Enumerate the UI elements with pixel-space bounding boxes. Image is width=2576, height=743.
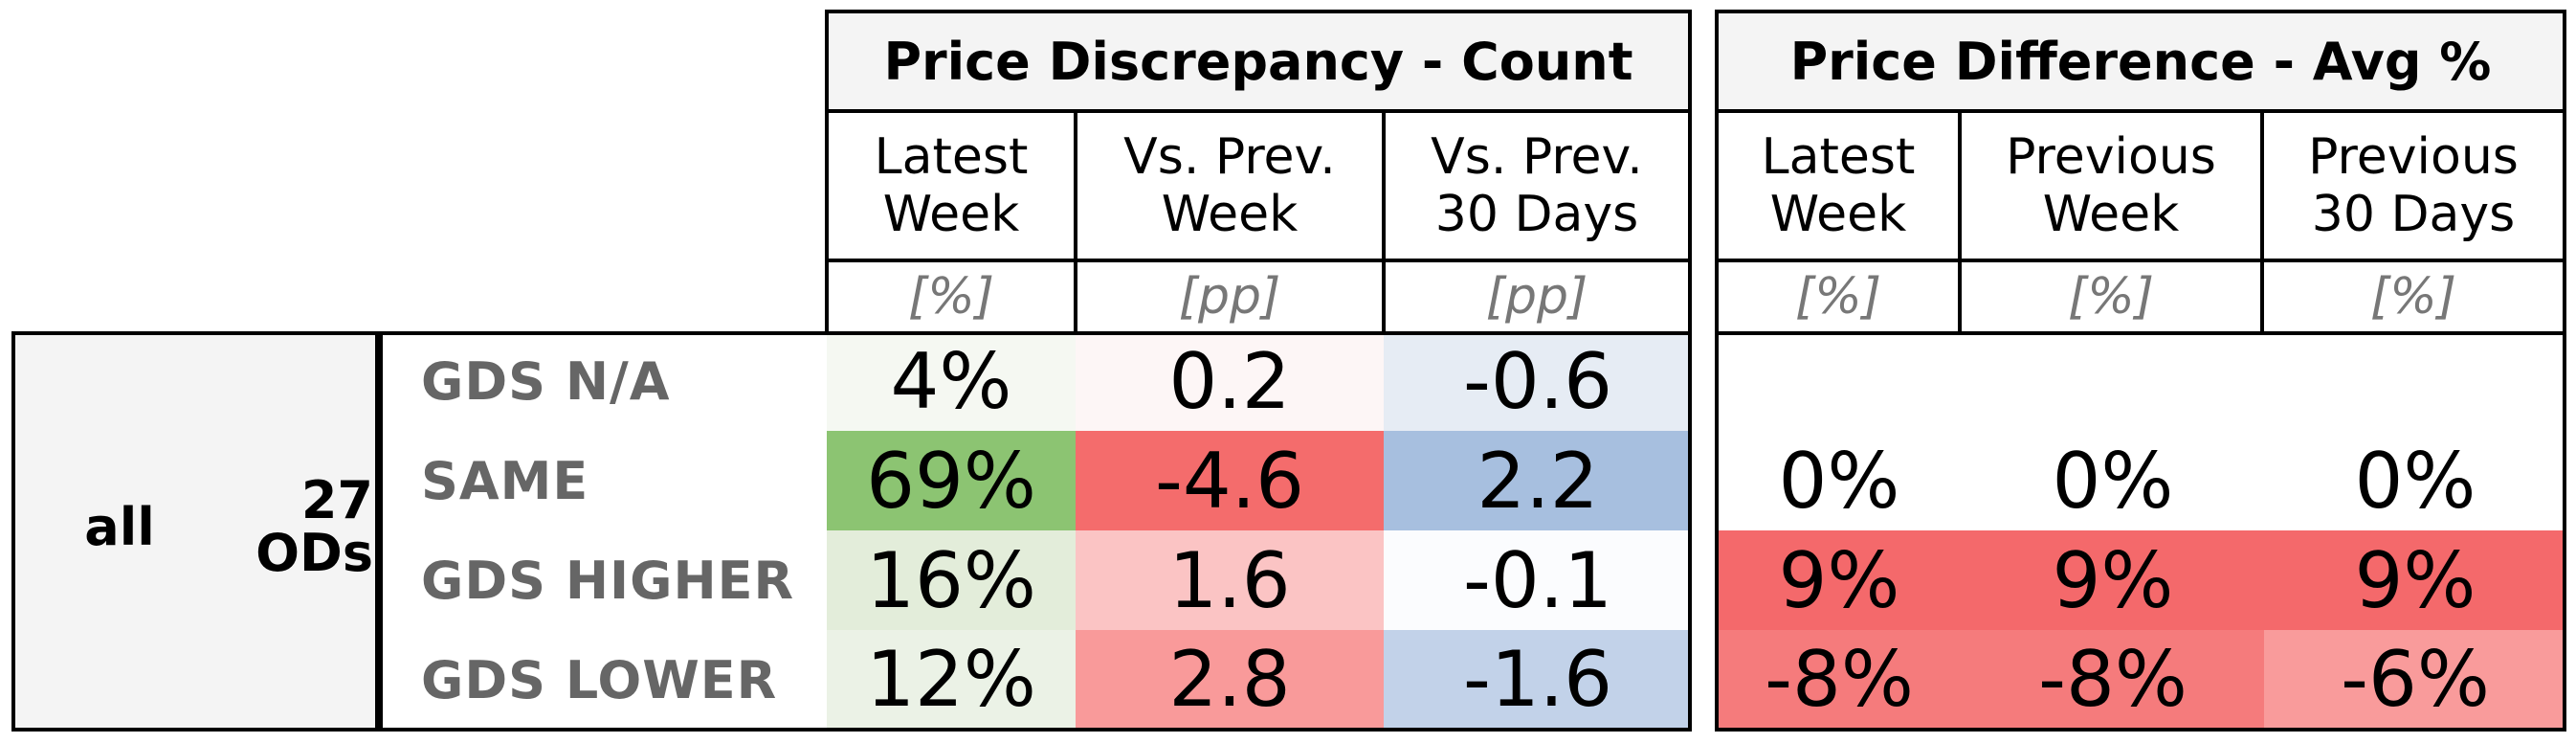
- row-label: SAME: [421, 450, 589, 511]
- count-cell: -1.6: [1384, 630, 1692, 728]
- avg-cell: [1962, 331, 2264, 431]
- column-unit: [%]: [1715, 259, 1962, 335]
- column-unit: [pp]: [1074, 259, 1386, 335]
- avg-cell: 0%: [1717, 431, 1962, 530]
- section-title-count: Price Discrepancy - Count: [825, 10, 1692, 113]
- group-panel: [11, 331, 379, 732]
- column-unit: [%]: [825, 259, 1077, 335]
- count-cell: 16%: [827, 530, 1076, 630]
- column-unit: [%]: [2260, 259, 2566, 335]
- group-count: 27 ODs: [255, 470, 373, 583]
- count-cell: 0.2: [1076, 331, 1384, 431]
- avg-cell: 9%: [1717, 530, 1962, 630]
- avg-cell: 9%: [2264, 530, 2566, 630]
- count-cell: 12%: [827, 630, 1076, 728]
- count-cell: 2.8: [1076, 630, 1384, 728]
- count-cell: 4%: [827, 331, 1076, 431]
- avg-cell: 0%: [1962, 431, 2264, 530]
- group-label: all: [84, 496, 155, 557]
- column-unit: [pp]: [1382, 259, 1692, 335]
- avg-cell: 9%: [1962, 530, 2264, 630]
- avg-cell: -6%: [2264, 630, 2566, 728]
- avg-cell: 0%: [2264, 431, 2566, 530]
- count-cell: -4.6: [1076, 431, 1384, 530]
- column-header: Vs. Prev. Week: [1074, 109, 1386, 262]
- count-cell: 1.6: [1076, 530, 1384, 630]
- column-header: Vs. Prev. 30 Days: [1382, 109, 1692, 262]
- count-cell: -0.1: [1384, 530, 1692, 630]
- row-label: GDS HIGHER: [421, 550, 795, 611]
- column-header: Previous Week: [1958, 109, 2264, 262]
- column-header: Previous 30 Days: [2260, 109, 2566, 262]
- row-label: GDS LOWER: [421, 649, 778, 710]
- section-title-avg: Price Difference - Avg %: [1715, 10, 2566, 113]
- avg-cell: [2264, 331, 2566, 431]
- column-header: Latest Week: [1715, 109, 1962, 262]
- row-label: GDS N/A: [421, 350, 671, 412]
- row-labels: GDS N/A SAME GDS HIGHER GDS LOWER: [379, 331, 827, 732]
- avg-cell: -8%: [1962, 630, 2264, 728]
- avg-grid: 0% 0% 0% 9% 9% 9% -8% -8% -6%: [1717, 331, 2566, 732]
- column-header: Latest Week: [825, 109, 1077, 262]
- count-grid: 4% 0.2 -0.6 69% -4.6 2.2 16% 1.6 -0.1 12% 2.8 -1.6: [827, 331, 1692, 732]
- avg-cell: -8%: [1717, 630, 1962, 728]
- avg-cell: [1717, 331, 1962, 431]
- count-cell: 69%: [827, 431, 1076, 530]
- count-cell: -0.6: [1384, 331, 1692, 431]
- column-unit: [%]: [1958, 259, 2264, 335]
- count-cell: 2.2: [1384, 431, 1692, 530]
